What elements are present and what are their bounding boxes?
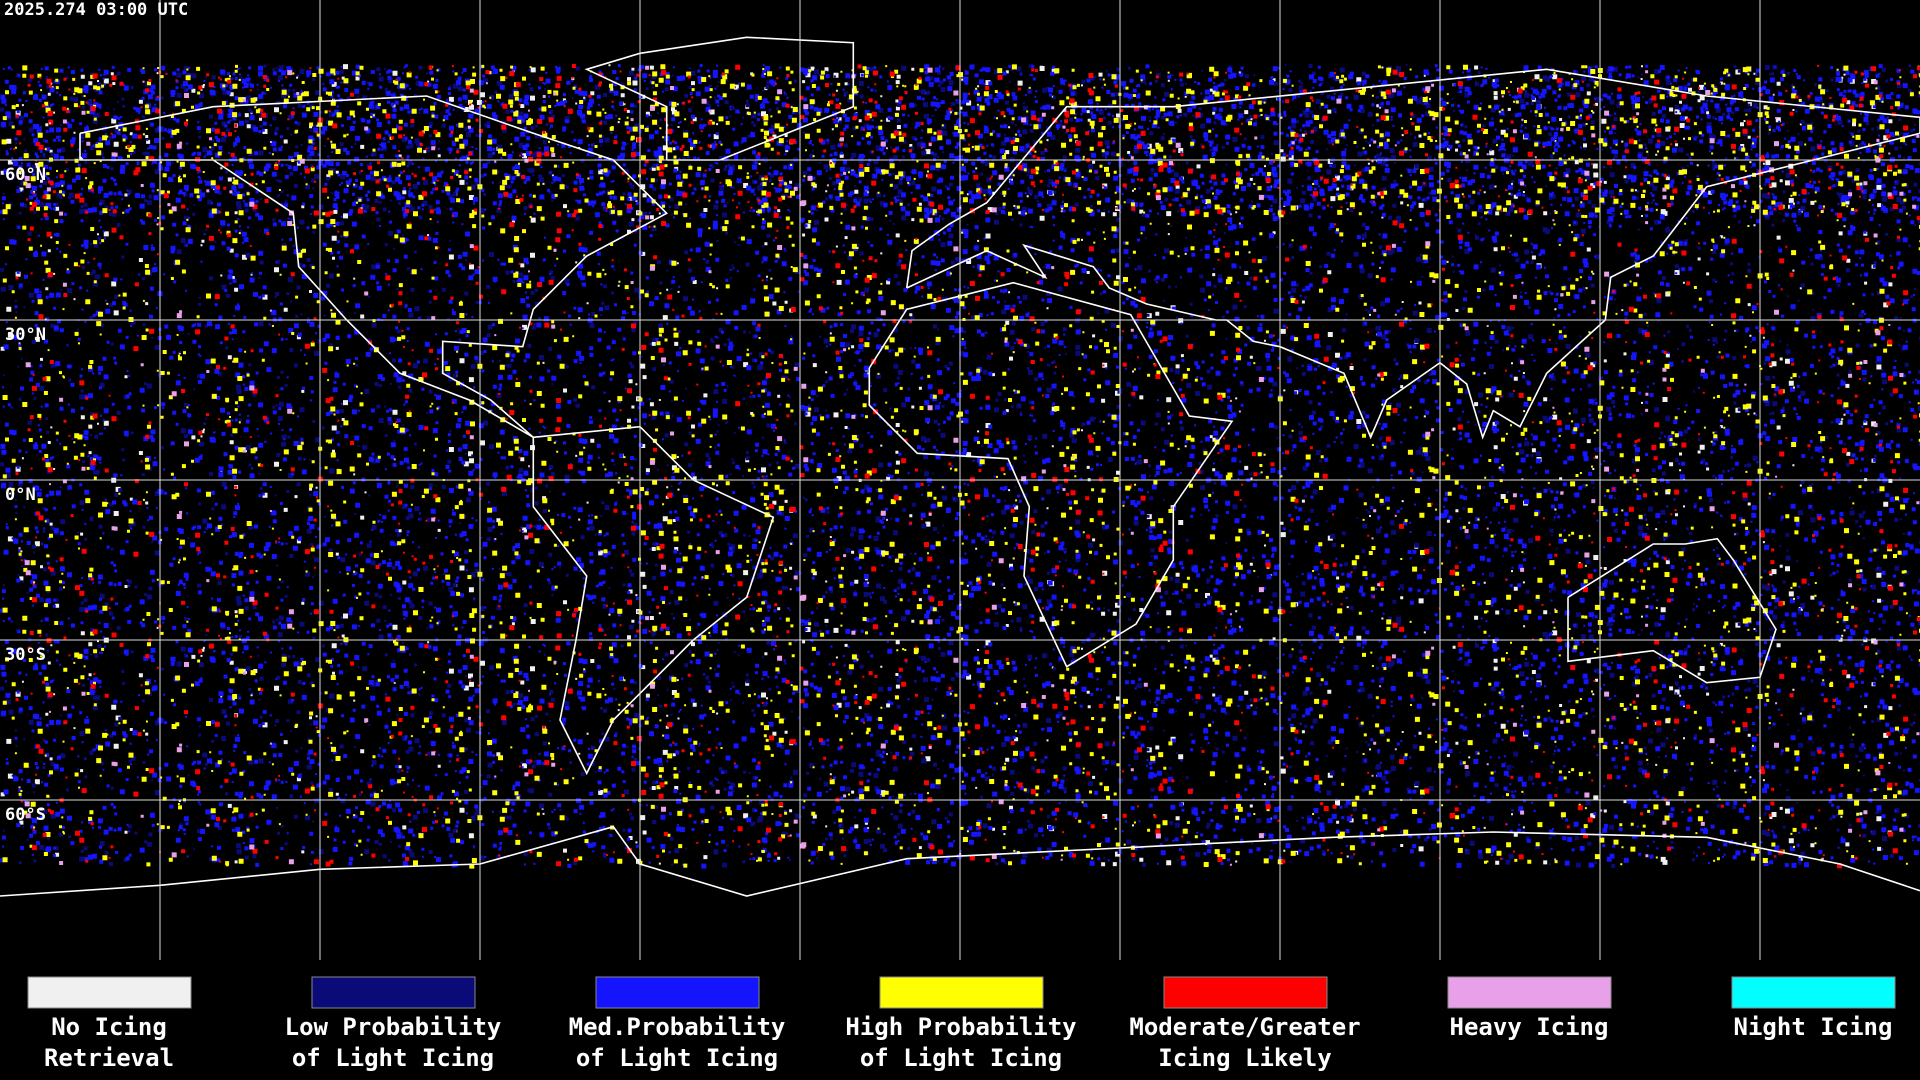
legend-label: Heavy Icing [1450, 1013, 1609, 1041]
legend-swatch [1731, 976, 1896, 1009]
legend-swatch [27, 976, 192, 1009]
coastline [1567, 537, 1777, 684]
legend-swatch [311, 976, 476, 1009]
coastline [905, 68, 1920, 440]
coastline [79, 95, 669, 438]
legend-swatch [1447, 976, 1612, 1009]
lat-label: 30°N [5, 325, 46, 345]
timestamp: 2025.274 03:00 UTC [4, 0, 188, 20]
legend-label: of Light Icing [292, 1044, 494, 1072]
legend-label: Icing Likely [1158, 1044, 1331, 1072]
lat-label: 0°N [5, 485, 36, 505]
legend-swatch [1163, 976, 1328, 1009]
coastline [0, 825, 1920, 897]
legend-label: Med.Probability [569, 1013, 786, 1041]
legend-label: High Probability [845, 1013, 1076, 1041]
legend-label: of Light Icing [860, 1044, 1062, 1072]
legend-swatch [595, 976, 760, 1009]
legend-label: Moderate/Greater [1129, 1013, 1360, 1041]
legend-swatch [879, 976, 1044, 1009]
lat-label: 60°N [5, 165, 46, 185]
legend-label: No Icing [51, 1013, 167, 1041]
coastline [868, 281, 1234, 668]
lat-label: 30°S [5, 645, 46, 665]
legend-label: of Light Icing [576, 1044, 778, 1072]
legend: No Icing Retrieval Low Probability of Light… [27, 976, 1896, 1072]
coastline [532, 425, 775, 776]
map: 60°N 30°N 0°N 30°S 60°S [0, 0, 1920, 960]
legend-label: Night Icing [1734, 1013, 1893, 1041]
legend-label: Low Probability [285, 1013, 502, 1041]
legend-label: Retrieval [44, 1044, 174, 1072]
icing-patch [0, 64, 1893, 867]
lat-label: 60°S [5, 805, 46, 825]
